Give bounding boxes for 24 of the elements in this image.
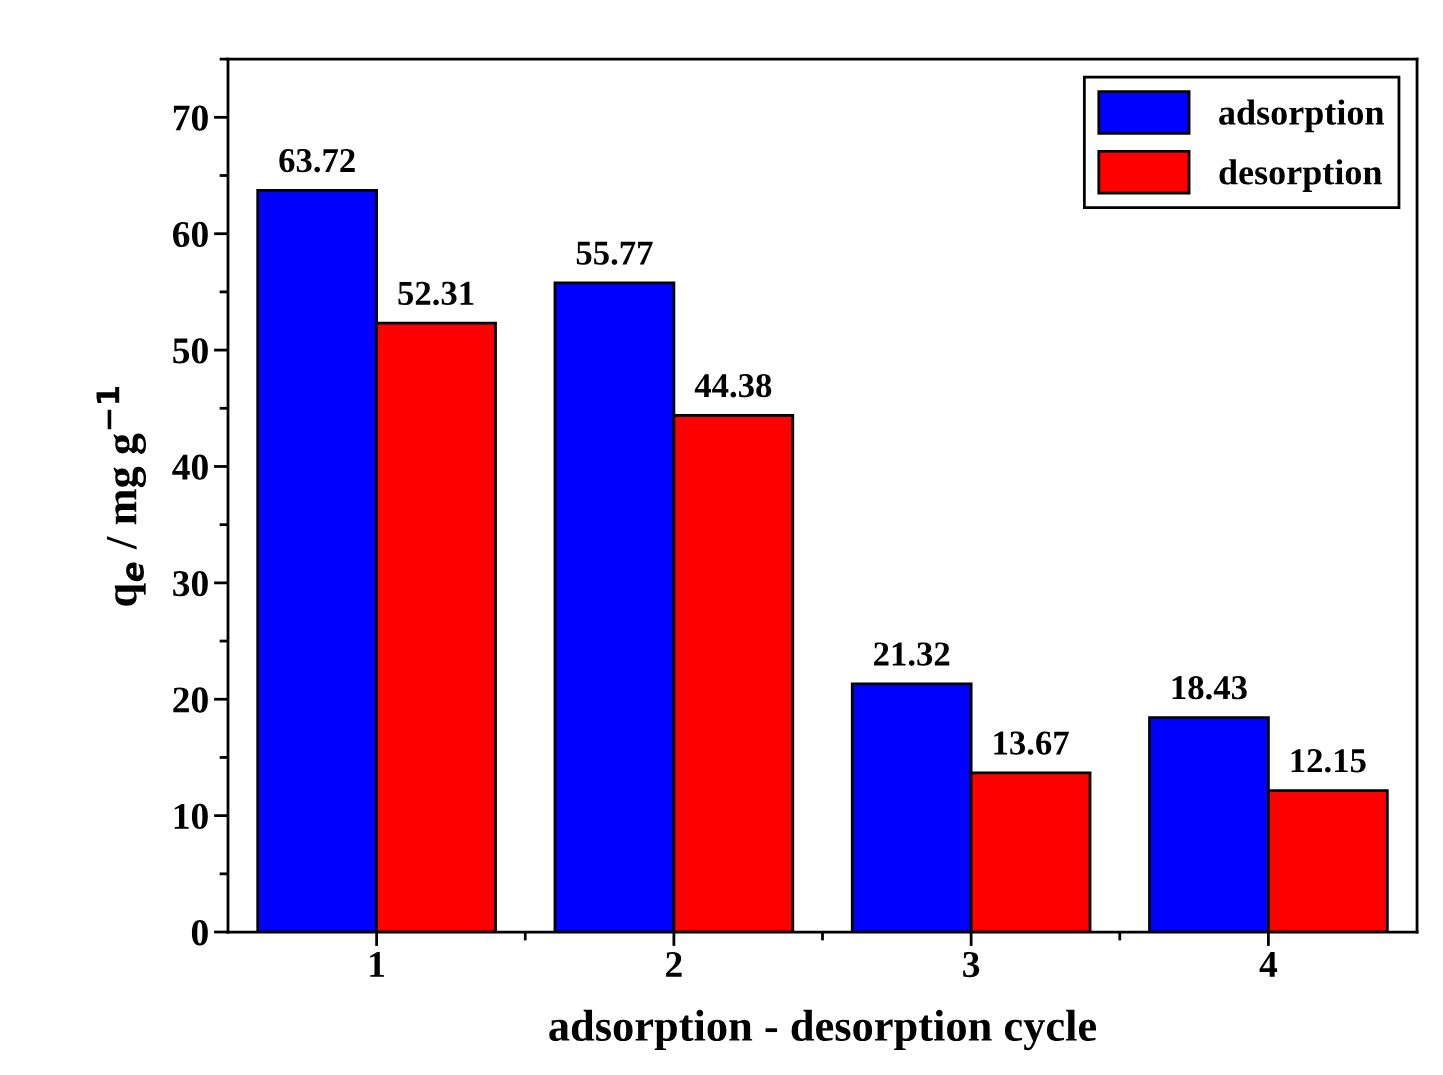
- x-tick-label: 2: [666, 951, 682, 977]
- data-label: 55.77: [576, 241, 653, 265]
- data-label: 21.32: [874, 642, 950, 666]
- data-label: 44.38: [694, 373, 772, 398]
- y-axis-title: q$_{e}$ / mg g$^{−1}$: [96, 386, 147, 606]
- y-tick-label: 50: [173, 338, 208, 364]
- x-tick-label: 4: [1259, 952, 1278, 977]
- data-label: 13.67: [994, 731, 1069, 755]
- x-axis-title: adsorption - desorption cycle: [549, 1009, 1097, 1051]
- y-tick-label: 10: [174, 803, 208, 830]
- y-tick-label: 30: [173, 570, 208, 597]
- data-label: 52.31: [398, 281, 474, 306]
- data-label: 12.15: [1291, 749, 1366, 773]
- y-tick-label: 0: [191, 920, 208, 946]
- x-tick-label: 3: [963, 951, 980, 978]
- data-label: 18.43: [1172, 675, 1247, 700]
- legend-label: desorption: [1219, 159, 1382, 192]
- legend-label: adsorption: [1219, 99, 1384, 133]
- y-tick-label: 70: [173, 105, 208, 131]
- y-tick-label: 60: [173, 221, 208, 248]
- data-label: 63.72: [279, 148, 355, 173]
- y-tick-label: 20: [173, 687, 208, 713]
- y-tick-label: 40: [172, 454, 208, 480]
- x-tick-label: 1: [370, 952, 385, 977]
